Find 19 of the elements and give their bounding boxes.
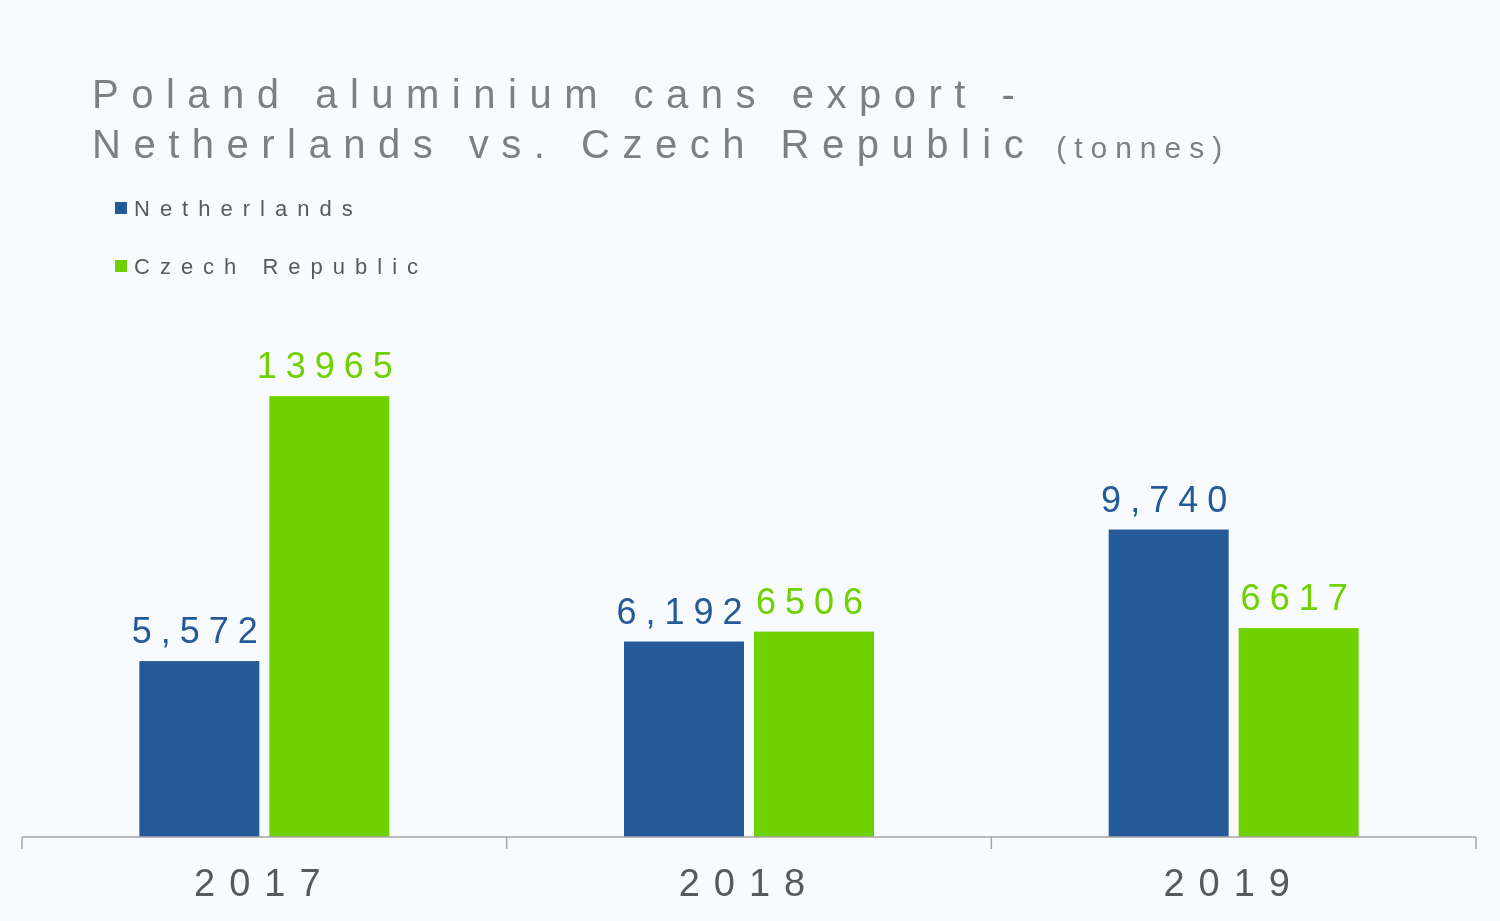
data-label: 13965 bbox=[256, 345, 402, 387]
x-tick-label: 2019 bbox=[1163, 862, 1304, 904]
data-label: 6506 bbox=[755, 580, 873, 622]
bar bbox=[139, 661, 260, 837]
x-tick-label: 2017 bbox=[194, 862, 335, 904]
legend-label: Netherlands bbox=[134, 196, 363, 221]
bar bbox=[754, 631, 874, 837]
bar bbox=[624, 641, 744, 837]
legend-label: Czech Republic bbox=[134, 254, 429, 279]
bar bbox=[1108, 529, 1229, 837]
data-label: 6,192 bbox=[616, 590, 752, 632]
data-label: 5,572 bbox=[131, 610, 267, 652]
data-label: 9,740 bbox=[1101, 478, 1237, 520]
bar bbox=[1238, 628, 1359, 837]
bar bbox=[269, 396, 390, 837]
data-label: 6617 bbox=[1240, 577, 1357, 619]
x-tick-label: 2018 bbox=[678, 862, 820, 904]
chart-subtitle: (tonnes) bbox=[1056, 131, 1231, 164]
chart-title: Poland aluminium cans export - Netherlands vs. Czech Republic bbox=[92, 72, 1037, 166]
